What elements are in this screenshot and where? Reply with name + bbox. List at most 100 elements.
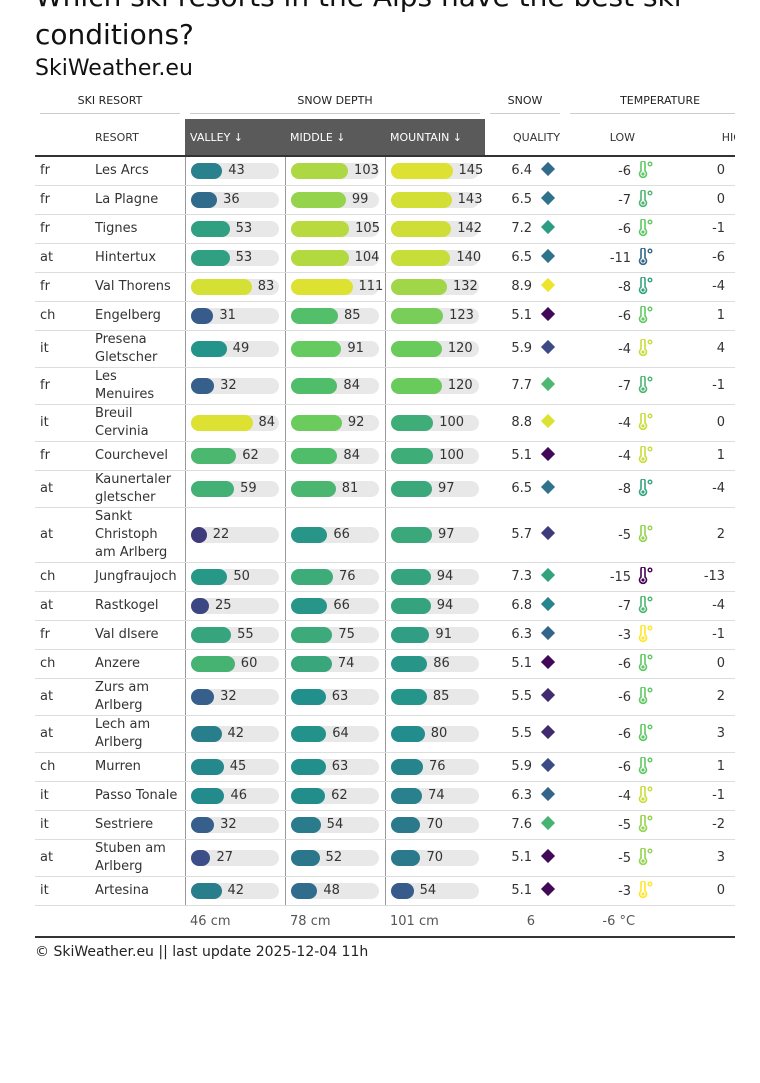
table-body: fr Les Arcs 43 103 145 6.4 -6 0 fr La Plagne 36 99 1… (35, 156, 735, 906)
snow-cell: 62 (284, 781, 386, 811)
quality-cell: 5.9 (485, 330, 566, 368)
snow-cell: 48 (284, 876, 386, 906)
quality-icon (540, 161, 556, 177)
group-label: SNOW (490, 94, 561, 114)
quality-cell: 6.3 (485, 620, 566, 650)
low-value: -4 (618, 449, 632, 464)
column-header[interactable]: MOUNTAIN ↓ (385, 119, 486, 157)
column-header[interactable]: LOW (565, 119, 666, 157)
bar-track: 97 (390, 527, 479, 543)
row: at Rastkogel 25 66 94 6.8 -7 -4 (35, 591, 735, 621)
thermometer (638, 445, 653, 464)
snow-cell: 53 (184, 243, 286, 273)
snow-cell: 97 (384, 470, 486, 508)
bar-value: 54 (326, 817, 344, 832)
bar (290, 850, 320, 866)
country-code: at (35, 507, 90, 563)
column-header[interactable]: RESORT (90, 119, 186, 157)
thermometer-body (638, 723, 648, 742)
thermometer-bulb (641, 665, 645, 669)
bar-track: 100 (390, 448, 479, 464)
title: Which ski resorts in the Alps have the b… (35, 0, 682, 51)
bar-value: 50 (233, 569, 250, 584)
bar (290, 279, 353, 295)
degree-sign (647, 479, 653, 485)
high-value: 1 (665, 301, 735, 331)
bar (190, 627, 232, 643)
bar (390, 308, 444, 324)
column-header[interactable]: QUALITY (485, 119, 566, 157)
column-header[interactable]: HIGH (665, 119, 735, 157)
column-header[interactable]: VALLEY ↓ (185, 119, 286, 157)
bar (190, 378, 215, 394)
thermometer-bulb (641, 259, 645, 263)
column-header[interactable]: MIDDLE ↓ (285, 119, 386, 157)
bar-value: 46 (230, 788, 247, 803)
country-code: at (35, 591, 90, 621)
thermometer-body (638, 566, 648, 585)
snow-cell: 36 (184, 185, 286, 215)
quality-value: 6.5 (511, 192, 533, 207)
snow-cell: 92 (284, 404, 386, 442)
table: SKI RESORT SNOW DEPTH SNOW TEMPERATURE R… (35, 89, 735, 938)
bar-track: 63 (290, 759, 379, 775)
quality-diamond (540, 724, 556, 740)
bar-value: 63 (331, 759, 349, 774)
low-cell: -4 (565, 404, 666, 442)
snow-cell: 74 (284, 649, 386, 679)
resort-name: Engelberg (90, 301, 186, 331)
country-code: at (35, 839, 90, 877)
bar-value: 97 (437, 527, 455, 542)
snow-cell: 91 (384, 620, 486, 650)
thermometer (638, 880, 653, 899)
row: at Lech am Arlberg 42 64 80 5.5 -6 3 (35, 715, 735, 753)
low-value: -4 (618, 342, 632, 357)
quality-icon (540, 654, 556, 670)
footer-cell: 6 (485, 905, 566, 938)
degree-sign (647, 567, 653, 573)
bar-track: 74 (290, 656, 379, 672)
low-cell: -4 (565, 330, 666, 368)
high-value: -13 (665, 562, 735, 592)
thermometer-bulb (641, 457, 645, 461)
bar-value: 103 (354, 163, 379, 178)
bar (390, 726, 425, 742)
quality-value: 5.9 (511, 341, 533, 356)
bar-value: 105 (355, 221, 380, 236)
bar-track: 54 (290, 817, 379, 833)
bar (190, 689, 215, 705)
bar (390, 250, 451, 266)
high-value: 1 (665, 752, 735, 782)
bar (390, 448, 434, 464)
cell (90, 905, 186, 938)
thermometer-bulb (641, 288, 645, 292)
row: fr Val dIsere 55 75 91 6.3 -3 -1 (35, 620, 735, 650)
degree-sign (647, 376, 653, 382)
snow-cell: 76 (284, 562, 386, 592)
snow-cell: 22 (184, 507, 286, 563)
bar-value: 132 (452, 279, 478, 294)
bar-track: 66 (290, 527, 379, 543)
bar-value: 94 (436, 598, 454, 613)
thermometer (638, 653, 653, 672)
low-cell: -6 (565, 214, 666, 244)
quality-diamond (540, 567, 556, 583)
thermometer-bulb (641, 578, 645, 582)
bar (390, 656, 428, 672)
high-value: 0 (665, 156, 735, 186)
bar-track: 42 (190, 883, 279, 899)
thermometer-body (638, 686, 648, 705)
bar (290, 627, 333, 643)
quality-cell: 5.9 (485, 752, 566, 782)
thermometer-body (638, 785, 648, 804)
bar-track: 74 (390, 788, 479, 804)
group-label: SKI RESORT (40, 94, 181, 114)
quality-diamond (540, 596, 556, 612)
thermometer-body (638, 247, 648, 266)
quality-value: 6.5 (511, 481, 533, 496)
degree-sign (647, 757, 653, 763)
bar-value: 76 (429, 759, 446, 774)
degree-sign (647, 219, 653, 225)
bar-track: 70 (390, 817, 479, 833)
